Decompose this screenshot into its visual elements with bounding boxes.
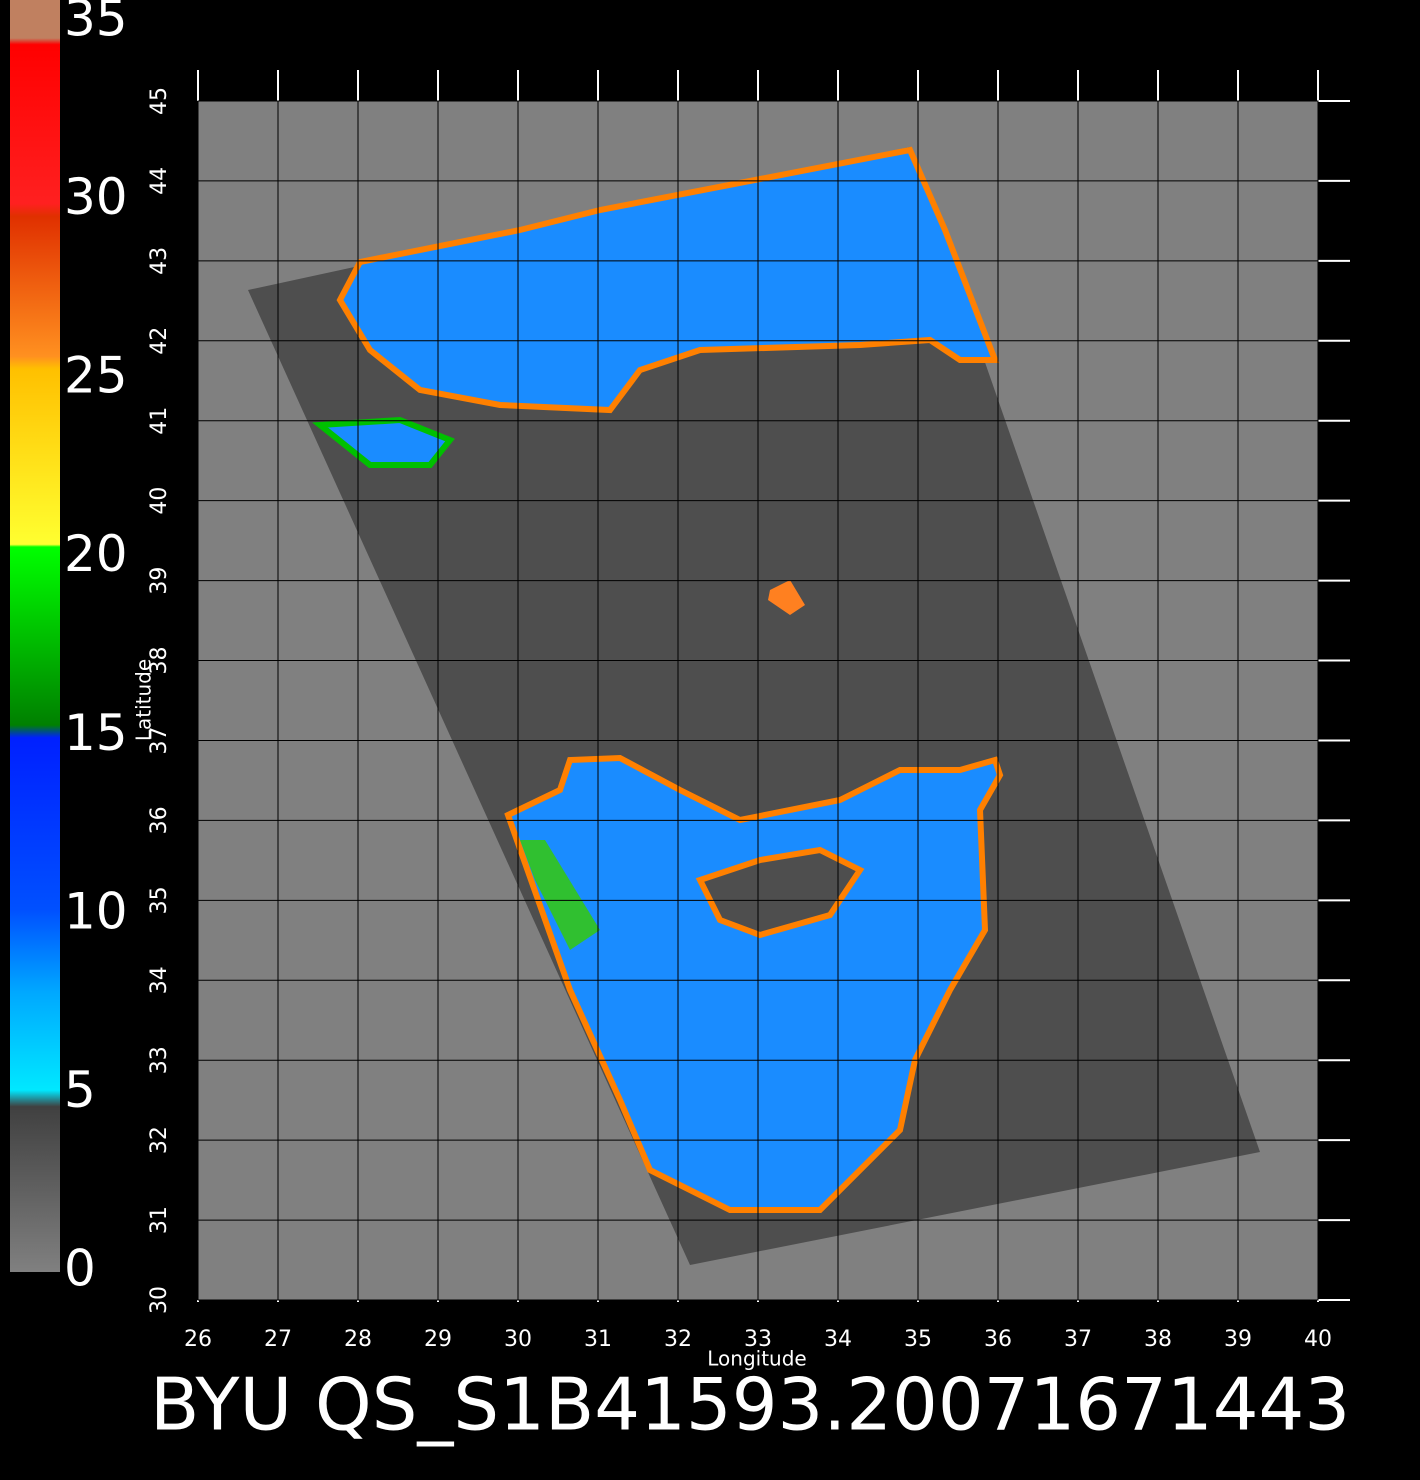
y-tick-label: 41 (147, 407, 172, 435)
x-tick-label: 36 (984, 1327, 1012, 1352)
x-axis-label: Longitude (707, 1347, 806, 1371)
x-tick-label: 35 (904, 1327, 932, 1352)
x-tick-label: 33 (744, 1327, 772, 1352)
swath (248, 147, 1260, 1265)
x-tick-label: 39 (1224, 1327, 1252, 1352)
y-tick-label: 30 (147, 1286, 172, 1314)
y-tick-label: 35 (147, 886, 172, 914)
y-tick-label: 36 (147, 806, 172, 834)
y-tick-label: 42 (147, 327, 172, 355)
y-tick-label: 45 (147, 87, 172, 115)
y-tick-label: 34 (147, 966, 172, 994)
y-tick-label: 40 (147, 487, 172, 515)
y-tick-label: 43 (147, 247, 172, 275)
y-tick-label: 39 (147, 567, 172, 595)
x-tick-label: 26 (184, 1327, 212, 1352)
y-tick-label: 38 (147, 647, 172, 675)
y-tick-label: 37 (147, 726, 172, 754)
x-tick-label: 28 (344, 1327, 372, 1352)
mediterranean-winds (504, 754, 1004, 1213)
x-tick-label: 29 (424, 1327, 452, 1352)
x-tick-label: 40 (1304, 1327, 1332, 1352)
x-tick-label: 27 (264, 1327, 292, 1352)
island-winds (768, 580, 805, 615)
colorbar (10, 0, 60, 1272)
x-tick-label: 38 (1144, 1327, 1172, 1352)
colorbar-tick-label: 30 (64, 168, 128, 226)
y-axis-label: Latitude (132, 659, 156, 741)
coastal-winds (520, 840, 600, 950)
black-sea-winds (336, 146, 1000, 414)
y-tick-label: 33 (147, 1046, 172, 1074)
y-tick-label: 32 (147, 1126, 172, 1154)
colorbar-tick-label: 35 (64, 0, 128, 48)
x-tick-label: 37 (1064, 1327, 1092, 1352)
plot-frame (197, 100, 1319, 1301)
colorbar-tick-label: 20 (64, 525, 128, 583)
colorbar-tick-label: 25 (64, 347, 128, 405)
title: BYU QS_S1B41593.20071671443 (150, 1363, 1350, 1447)
y-tick-label: 31 (147, 1206, 172, 1234)
x-tick-label: 30 (504, 1327, 532, 1352)
colorbar-tick-label: 15 (64, 704, 128, 762)
x-tick-label: 31 (584, 1327, 612, 1352)
x-tick-label: 32 (664, 1327, 692, 1352)
colorbar-tick-label: 5 (64, 1061, 96, 1119)
colorbar-tick-label: 0 (64, 1240, 96, 1298)
x-tick-label: 34 (824, 1327, 852, 1352)
colorbar-tick-label: 10 (64, 882, 128, 940)
y-tick-label: 44 (147, 167, 172, 195)
